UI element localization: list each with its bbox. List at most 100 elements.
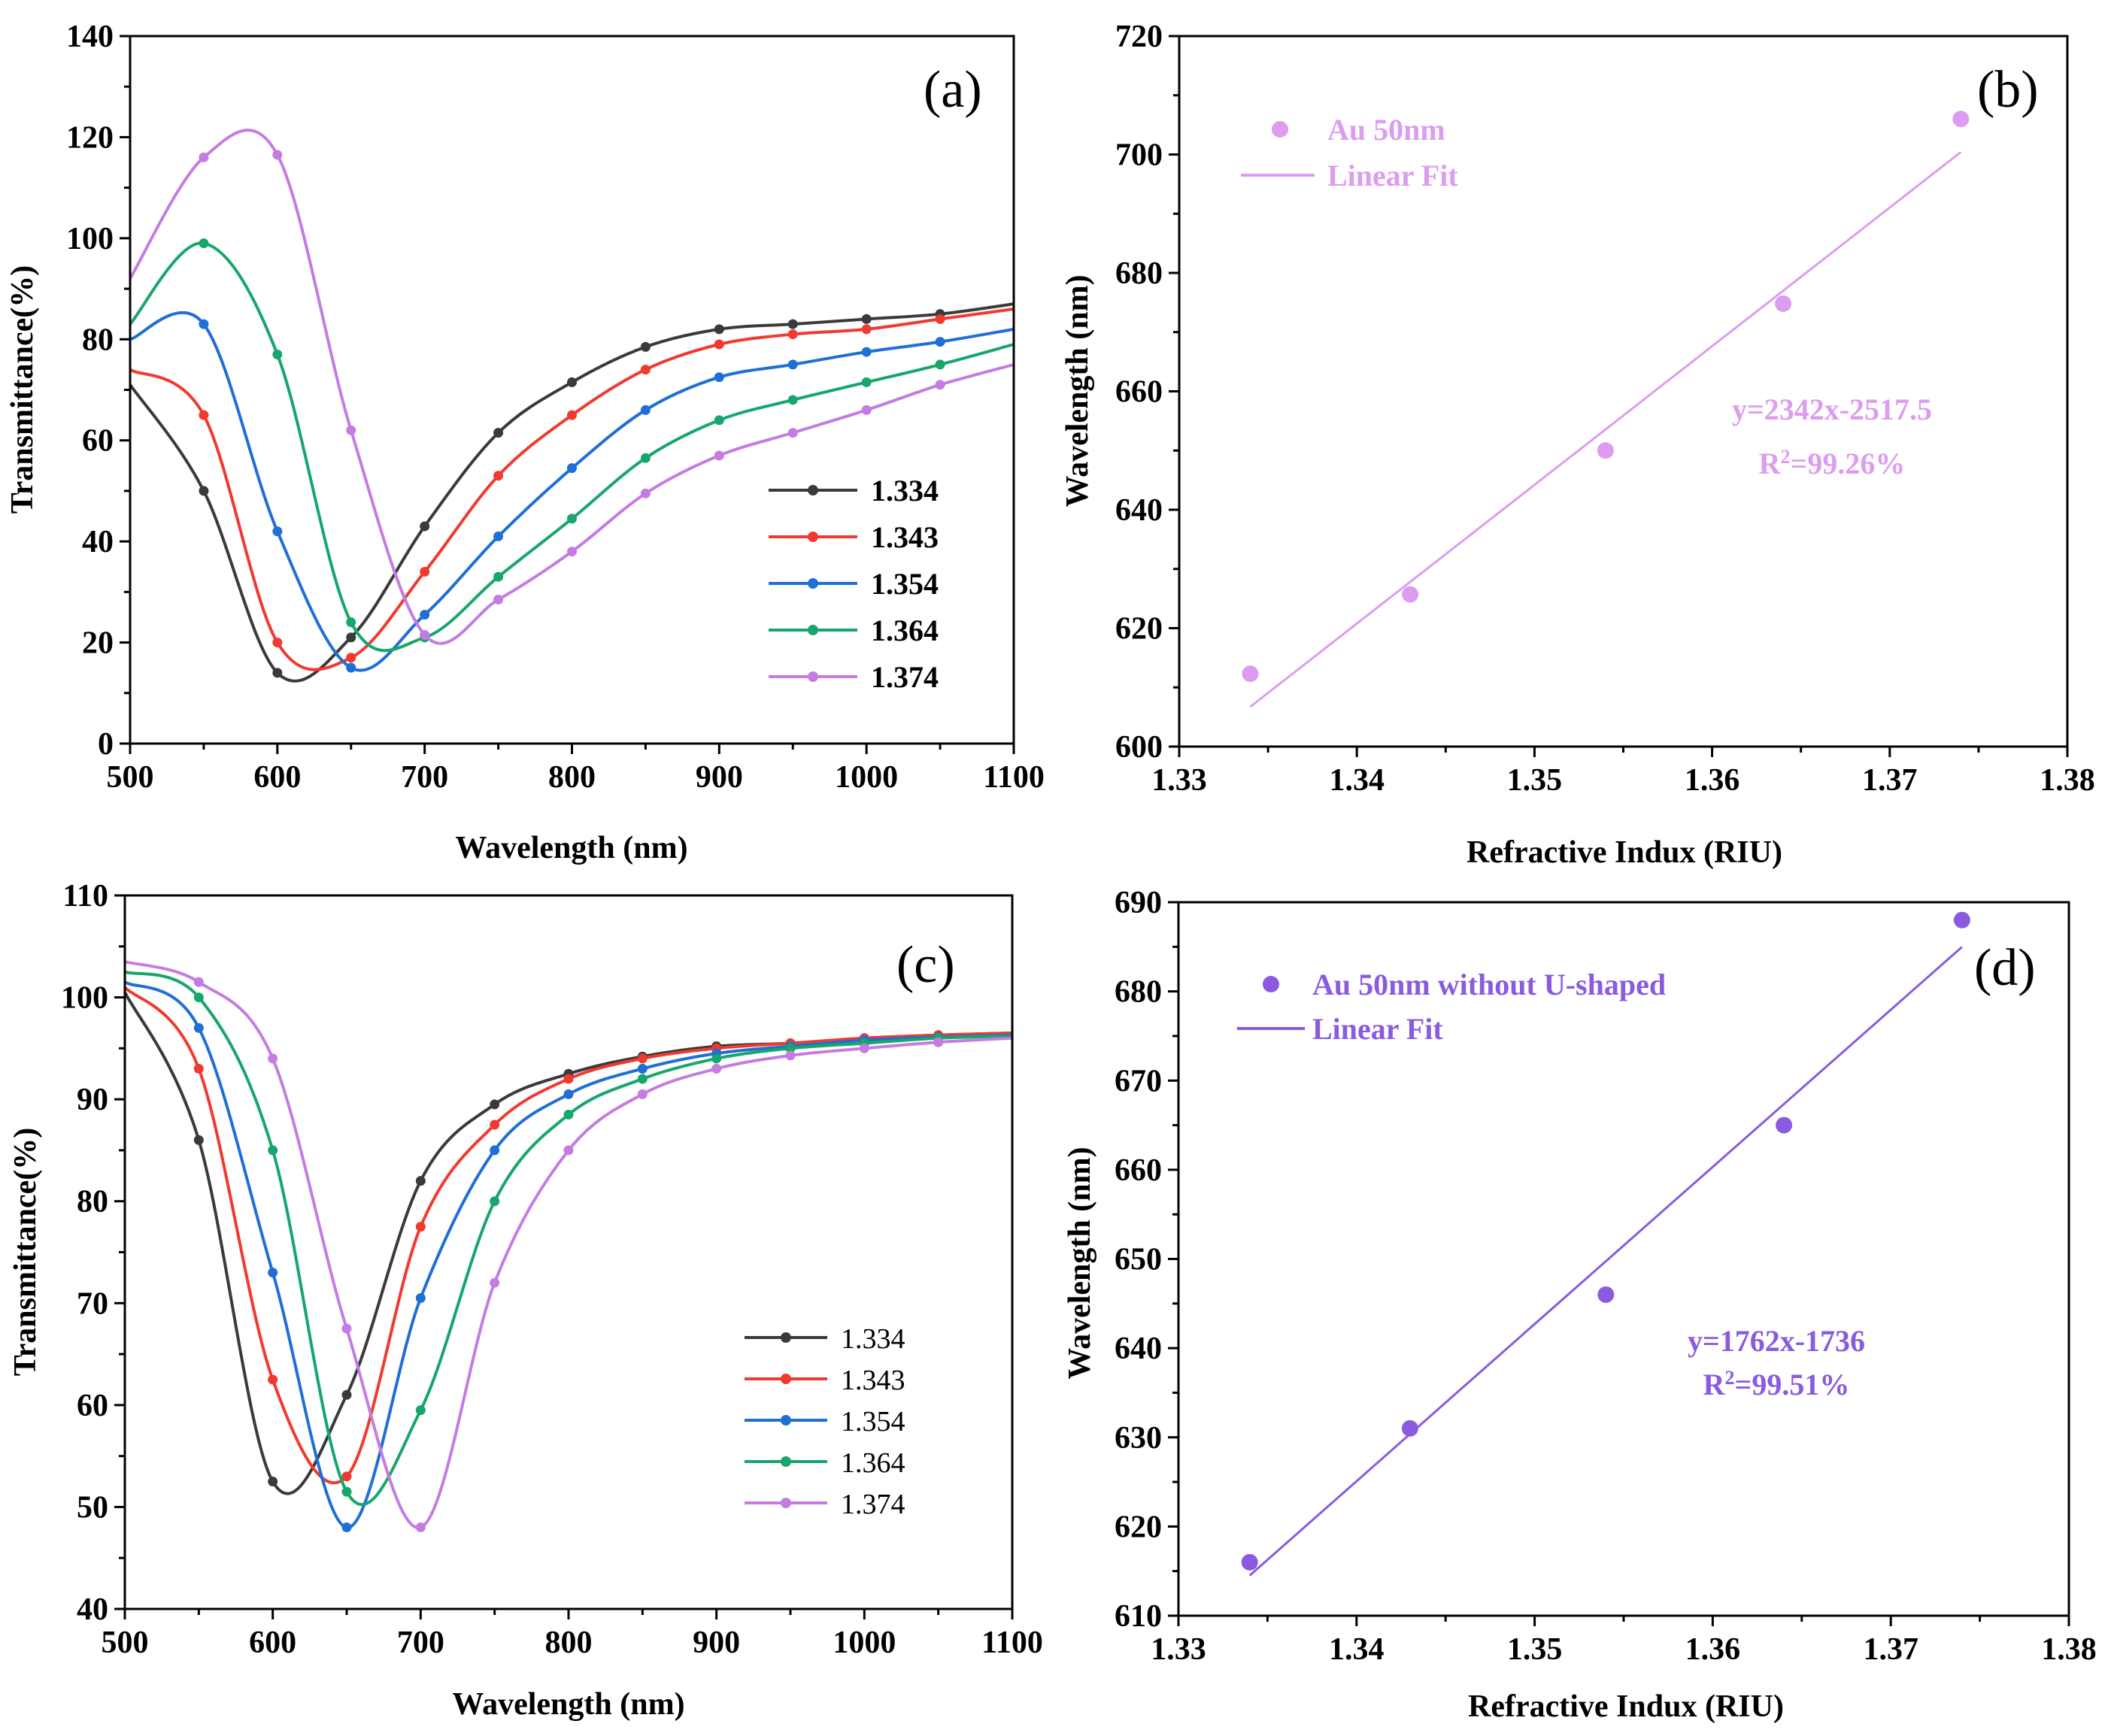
- series-point-1.354: [199, 319, 209, 329]
- y-tick-label: 70: [77, 1286, 108, 1321]
- series-point-1.374: [567, 547, 577, 557]
- series-point-1.374: [346, 425, 356, 435]
- y-tick-label: 80: [82, 323, 114, 357]
- series-point-1.354: [563, 1089, 574, 1099]
- series-point-1.374: [490, 1277, 500, 1288]
- series-point-1.364: [341, 1486, 352, 1497]
- legend-label-1.374: 1.374: [841, 1489, 905, 1520]
- y-tick-label: 50: [77, 1490, 108, 1525]
- y-tick-label: 640: [1115, 1332, 1162, 1366]
- legend-label-1.343: 1.343: [871, 520, 939, 554]
- series-point-1.334: [787, 319, 798, 329]
- y-tick-label: 40: [77, 1592, 108, 1627]
- series-line-1.334: [129, 302, 1015, 683]
- panel-d-points: [1241, 911, 1970, 1571]
- y-tick-label: 680: [1115, 975, 1162, 1010]
- x-tick-label: 1.34: [1329, 1632, 1385, 1667]
- x-tick-label: 500: [107, 760, 154, 795]
- fit-line: [1249, 151, 1962, 708]
- series-point-1.374: [637, 1089, 648, 1099]
- x-tick-label: 1.35: [1507, 763, 1563, 798]
- series-point-1.354: [637, 1063, 648, 1074]
- series-point-1.334: [714, 324, 724, 335]
- panel-d-chart: 1.33 1.34 1.35 1.36 1.37 1.38 610 620 630 640 650…: [1063, 886, 2097, 1724]
- series-point-1.354: [493, 531, 504, 541]
- scatter-point-2: [1402, 586, 1419, 603]
- panel-d-r2: R2=99.51%: [1703, 1367, 1850, 1402]
- panel-a-frame: [129, 35, 1015, 745]
- series-point-1.354: [341, 1522, 352, 1533]
- series-point-1.374: [640, 488, 651, 498]
- y-tick-label: 100: [61, 981, 108, 1016]
- series-point-1.343: [935, 314, 945, 324]
- series-point-1.334: [640, 341, 651, 352]
- panel-c-legend: 1.334 1.343 1.354 1.364 1.374: [745, 1323, 905, 1520]
- series-point-1.374: [193, 977, 204, 987]
- y-tick-label: 720: [1115, 20, 1163, 54]
- legend-marker-1.334: [808, 485, 818, 495]
- y-tick-label: 110: [62, 879, 108, 913]
- legend-marker-1.374: [781, 1498, 791, 1508]
- y-tick-label: 600: [1115, 730, 1163, 765]
- panel-b-legend-fit: Linear Fit: [1327, 159, 1458, 192]
- y-tick-label: 60: [77, 1389, 108, 1423]
- panel-b-legend-marker: [1272, 121, 1288, 138]
- y-tick-label: 40: [82, 525, 114, 559]
- series-point-1.343: [193, 1063, 204, 1074]
- y-tick-label: 660: [1115, 1153, 1162, 1188]
- panel-b-r2-sup: 2: [1781, 446, 1791, 468]
- legend-marker-1.354: [781, 1415, 791, 1425]
- panel-d-y-ticks: 610 620 630 640 650 660 670 680 690: [1115, 886, 1178, 1634]
- series-point-1.343: [272, 638, 283, 648]
- panel-c-x-ticks: 500 600 700 800 900 1000 1100: [102, 1609, 1043, 1660]
- series-point-1.343: [567, 410, 577, 420]
- x-tick-label: 1.36: [1685, 1632, 1741, 1667]
- legend-label-1.343: 1.343: [841, 1365, 905, 1396]
- x-tick-label: 700: [401, 760, 448, 795]
- series-point-1.364: [272, 349, 283, 359]
- series-point-1.364: [493, 571, 504, 582]
- series-point-1.374: [859, 1043, 869, 1053]
- legend-marker-1.364: [808, 625, 818, 635]
- series-point-1.343: [415, 1222, 426, 1232]
- series-point-1.364: [415, 1405, 426, 1416]
- x-tick-label: 1.38: [2040, 763, 2095, 798]
- panel-d-legend-marker: [1263, 976, 1279, 992]
- series-point-1.354: [420, 610, 430, 620]
- series-line-1.354: [123, 980, 1013, 1529]
- panel-b-equation: y=2342x-2517.5: [1732, 392, 1932, 426]
- panel-b-legend-points: Au 50nm: [1327, 113, 1445, 147]
- y-tick-label: 680: [1115, 256, 1163, 291]
- series-point-1.374: [935, 380, 945, 390]
- series-point-1.343: [637, 1053, 648, 1064]
- x-tick-label: 1000: [835, 760, 898, 795]
- legend-marker-1.343: [781, 1374, 791, 1384]
- panel-b-legend: Au 50nm Linear Fit: [1241, 113, 1458, 192]
- series-point-1.334: [272, 668, 283, 678]
- panel-c-xlabel: Wavelength (nm): [452, 1687, 684, 1722]
- panel-c-y-ticks: 40 50 60 70 80 90 100 110: [61, 879, 125, 1627]
- scatter-point-4: [1776, 1116, 1793, 1134]
- series-point-1.334: [268, 1477, 278, 1487]
- panel-b-r2: R2=99.26%: [1759, 446, 1906, 481]
- x-tick-label: 600: [253, 760, 301, 795]
- y-tick-label: 690: [1115, 886, 1162, 920]
- fit-line: [1248, 946, 1963, 1577]
- x-tick-label: 1.37: [1863, 1632, 1918, 1667]
- series-point-1.354: [861, 347, 872, 357]
- panel-b-chart: 1.33 1.34 1.35 1.36 1.37 1.38 600 620 640 660 680…: [1060, 20, 2095, 870]
- y-tick-label: 90: [77, 1083, 108, 1117]
- series-point-1.354: [490, 1145, 500, 1156]
- series-point-1.343: [341, 1471, 352, 1482]
- series-point-1.343: [346, 653, 356, 663]
- legend-label-1.364: 1.364: [841, 1447, 905, 1479]
- panel-d-legend-points: Au 50nm without U-shaped: [1312, 968, 1666, 1001]
- legend-marker-1.354: [808, 578, 818, 589]
- panel-d-frame: [1177, 901, 2070, 1617]
- series-point-1.334: [420, 521, 430, 532]
- series-line-1.364: [129, 241, 1015, 653]
- panel-b-r2-value: =99.26%: [1791, 447, 1906, 480]
- y-tick-label: 100: [66, 222, 114, 256]
- x-tick-label: 1.33: [1151, 1632, 1206, 1667]
- panel-c-ylabel: Transmittance(%): [8, 1128, 43, 1376]
